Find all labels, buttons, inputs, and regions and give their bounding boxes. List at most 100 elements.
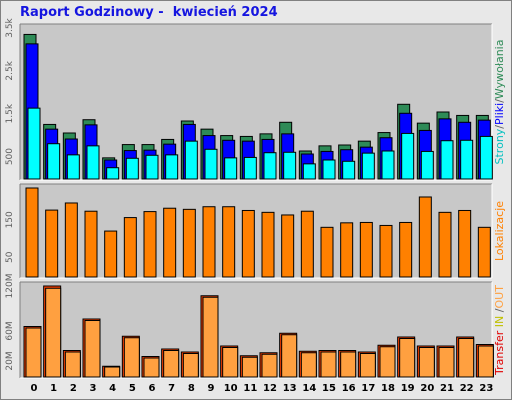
bar-requests-strony	[243, 156, 257, 180]
bar-requests-strony	[420, 150, 434, 180]
bar-requests-strony	[66, 154, 80, 180]
legend-part: Lokalizacje	[493, 201, 506, 261]
bar-visits-lokalizacje	[104, 230, 118, 278]
x-tick-label: 21	[440, 383, 454, 394]
legend-bottom: Transfer IN /OUT	[493, 285, 506, 376]
bar-transfer-out	[340, 351, 357, 378]
x-tick-label: 22	[460, 383, 474, 394]
legend-part: Transfer	[493, 330, 506, 376]
bar-transfer-out	[143, 357, 160, 378]
bar-transfer-out	[458, 338, 475, 378]
y-tick-label: 2.5k	[5, 60, 15, 80]
x-tick-label: 14	[302, 383, 316, 394]
y-tick-label: 20M	[5, 351, 15, 370]
bar-visits-lokalizacje	[143, 211, 157, 278]
bar-visits-lokalizacje	[182, 208, 196, 278]
bar-requests-strony	[145, 154, 159, 180]
bar-requests-strony	[342, 160, 356, 180]
x-tick-label: 7	[168, 383, 175, 394]
bar-requests-strony	[47, 143, 61, 180]
bar-requests-strony	[224, 157, 238, 180]
bar-transfer-out	[202, 296, 219, 378]
panel-visits: 50 150	[5, 183, 493, 279]
bar-requests-strony	[440, 140, 454, 180]
bar-visits-lokalizacje	[84, 210, 98, 278]
bar-transfer-out	[182, 353, 199, 378]
bar-visits-lokalizacje	[438, 211, 452, 278]
x-tick-label: 5	[129, 383, 136, 394]
legend-part: Strony	[493, 128, 506, 164]
bar-transfer-out	[399, 338, 416, 378]
bar-requests-strony	[106, 167, 120, 180]
bar-transfer-out	[222, 347, 239, 378]
bar-transfer-out	[477, 345, 494, 378]
x-tick-label: 17	[361, 383, 375, 394]
y-tick-label: 60M	[5, 321, 15, 340]
panel-transfer: 20M 60M 120M	[5, 274, 494, 379]
x-tick-label: 3	[90, 383, 97, 394]
x-tick-label: 18	[381, 383, 395, 394]
bar-requests-strony	[401, 132, 415, 180]
bar-transfer-out	[104, 366, 121, 378]
bar-requests-strony	[165, 154, 179, 180]
legend-part: IN	[493, 316, 506, 331]
y-tick-label: 1.5k	[5, 103, 15, 123]
x-tick-label: 1	[50, 383, 57, 394]
x-tick-label: 13	[283, 383, 297, 394]
x-tick-label: 11	[243, 383, 257, 394]
x-tick-label: 20	[420, 383, 434, 394]
bar-requests-strony	[27, 107, 41, 180]
bar-visits-lokalizacje	[241, 209, 255, 278]
bar-requests-strony	[86, 145, 100, 180]
legend-part: /	[493, 125, 506, 129]
bar-visits-lokalizacje	[300, 210, 314, 278]
x-tick-label: 4	[109, 383, 116, 394]
legend-part: OUT	[493, 285, 506, 309]
bar-requests-strony	[263, 152, 277, 180]
bar-visits-lokalizacje	[64, 202, 78, 278]
bar-visits-lokalizacje	[281, 214, 295, 278]
bar-visits-lokalizacje	[163, 207, 177, 278]
bar-transfer-out	[163, 350, 180, 378]
bar-transfer-out	[300, 352, 317, 378]
bar-requests-strony	[460, 139, 474, 180]
legend-part: Wywołania	[493, 40, 506, 100]
bar-visits-lokalizacje	[379, 224, 393, 278]
x-tick-label: 16	[342, 383, 356, 394]
bar-requests-strony	[302, 163, 316, 180]
y-tick-label: 3.5k	[5, 17, 15, 37]
bar-transfer-out	[281, 334, 298, 378]
bar-visits-lokalizacje	[359, 221, 373, 278]
x-tick-label: 2	[70, 383, 77, 394]
bar-transfer-out	[25, 327, 42, 378]
bar-visits-lokalizacje	[418, 196, 432, 278]
bar-transfer-out	[320, 351, 337, 378]
bar-requests-strony	[283, 151, 297, 180]
bar-transfer-out	[123, 337, 140, 378]
bar-transfer-out	[84, 320, 101, 378]
bar-requests-strony	[184, 140, 198, 180]
bar-requests-strony	[322, 159, 336, 180]
x-tick-label: 6	[149, 383, 156, 394]
bar-transfer-out	[418, 347, 435, 378]
bar-transfer-out	[359, 353, 376, 378]
bar-transfer-out	[45, 287, 62, 378]
bar-visits-lokalizacje	[25, 187, 39, 278]
bar-visits-lokalizacje	[399, 221, 413, 278]
chart-title: Raport Godzinowy - kwiecień 2024	[20, 5, 278, 20]
x-tick-label: 8	[188, 383, 195, 394]
x-tick-label: 12	[263, 383, 277, 394]
bar-requests-strony	[204, 148, 218, 180]
x-tick-label: 9	[208, 383, 215, 394]
bar-visits-lokalizacje	[45, 209, 59, 278]
bar-requests-strony	[381, 150, 395, 180]
panel-requests: 500 1.5k 2.5k 3.5k	[5, 17, 493, 181]
x-tick-label: 19	[401, 383, 415, 394]
bar-visits-lokalizacje	[202, 206, 216, 278]
y-tick-label: 500	[5, 148, 15, 165]
bar-transfer-out	[438, 347, 455, 378]
x-tick-label: 0	[31, 383, 38, 394]
legend-part: /	[493, 308, 506, 315]
legend-middle: Lokalizacje	[493, 201, 506, 261]
